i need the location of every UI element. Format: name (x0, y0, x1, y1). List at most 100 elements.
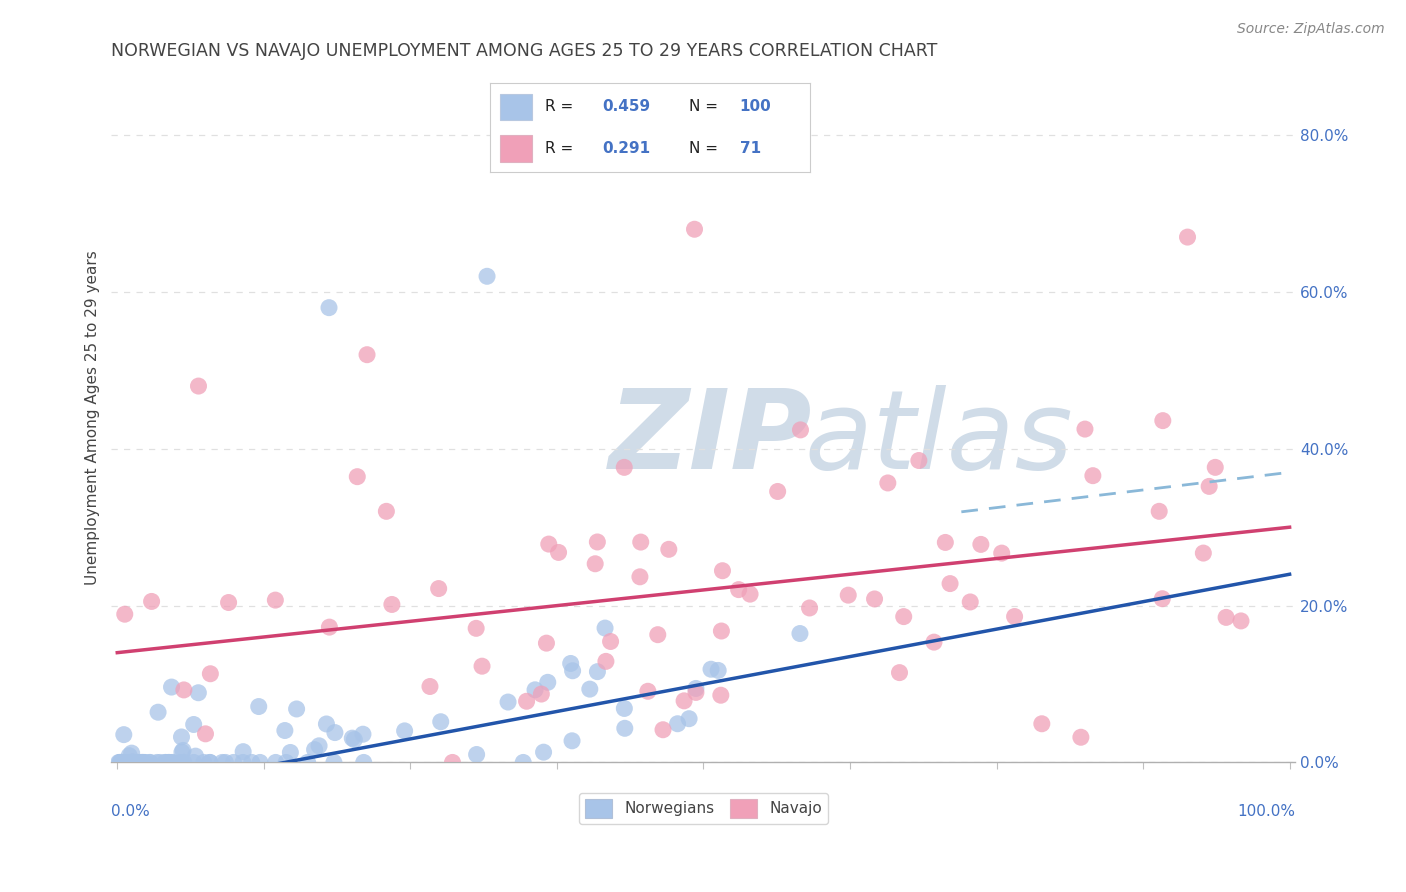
Point (1204, 460, 1226, 475)
Point (630, 535, 652, 549)
Point (837, 588, 859, 602)
Point (162, 756, 184, 770)
Point (121, 746, 143, 760)
Y-axis label: Unemployment Among Ages 25 to 29 years: Unemployment Among Ages 25 to 29 years (86, 250, 100, 585)
Point (1070, 731, 1092, 745)
Point (107, 756, 129, 770)
Point (710, 688, 733, 702)
Point (214, 756, 236, 770)
Point (990, 546, 1012, 560)
Point (131, 756, 153, 770)
Point (118, 748, 141, 763)
Point (304, 742, 326, 756)
Point (131, 756, 153, 770)
Point (394, 723, 416, 738)
Point (318, 620, 340, 634)
Text: atlas: atlas (804, 384, 1073, 491)
Point (799, 601, 821, 615)
Point (908, 453, 931, 467)
Point (496, 695, 519, 709)
Point (173, 756, 195, 770)
Point (789, 626, 811, 640)
Point (114, 756, 136, 770)
Point (134, 756, 156, 770)
Point (710, 624, 733, 638)
Point (512, 756, 534, 770)
Text: Source: ZipAtlas.com: Source: ZipAtlas.com (1237, 22, 1385, 37)
Point (297, 756, 319, 770)
Point (170, 745, 193, 759)
Point (170, 730, 193, 744)
Point (738, 587, 761, 601)
Point (198, 756, 221, 770)
Point (198, 756, 221, 770)
Point (465, 621, 488, 635)
Point (146, 756, 169, 770)
Point (356, 348, 378, 362)
Point (110, 756, 132, 770)
Point (183, 717, 205, 731)
Point (120, 756, 142, 770)
Point (155, 756, 177, 770)
Point (323, 756, 346, 770)
Point (318, 301, 340, 315)
Point (121, 756, 143, 770)
Point (934, 535, 956, 549)
Point (232, 745, 254, 759)
Point (1152, 414, 1174, 428)
Point (599, 634, 621, 648)
Point (138, 756, 160, 770)
Point (157, 756, 180, 770)
Point (922, 635, 945, 649)
Point (685, 685, 707, 699)
Point (711, 564, 734, 578)
Point (537, 675, 560, 690)
Point (666, 716, 689, 731)
Point (169, 756, 191, 770)
Point (194, 727, 217, 741)
Point (120, 756, 142, 770)
Point (114, 607, 136, 622)
Point (1004, 609, 1026, 624)
Point (160, 680, 183, 694)
Point (647, 628, 669, 642)
Point (427, 582, 450, 596)
Point (1031, 716, 1053, 731)
Point (115, 756, 138, 770)
Point (274, 756, 297, 770)
Point (685, 681, 707, 696)
Point (893, 609, 915, 624)
Point (240, 756, 263, 770)
Point (121, 756, 143, 770)
Point (346, 469, 368, 483)
Point (193, 756, 215, 770)
Point (200, 666, 222, 681)
Point (308, 739, 330, 753)
Point (155, 756, 177, 770)
Point (375, 504, 398, 518)
Point (139, 756, 162, 770)
Point (561, 734, 583, 748)
Point (876, 475, 898, 490)
Point (264, 593, 287, 607)
Point (560, 657, 582, 671)
Point (583, 557, 606, 571)
Point (285, 702, 308, 716)
Point (157, 756, 180, 770)
Point (111, 756, 134, 770)
Point (959, 595, 981, 609)
Point (658, 542, 681, 557)
Point (613, 721, 636, 735)
Point (117, 756, 139, 770)
Point (323, 725, 346, 739)
Text: NORWEGIAN VS NAVAJO UNEMPLOYMENT AMONG AGES 25 TO 29 YEARS CORRELATION CHART: NORWEGIAN VS NAVAJO UNEMPLOYMENT AMONG A… (111, 42, 938, 60)
Point (122, 756, 145, 770)
Point (132, 756, 155, 770)
Point (637, 684, 659, 698)
Point (247, 699, 270, 714)
Point (516, 694, 538, 708)
Point (419, 680, 441, 694)
Point (122, 756, 145, 770)
Point (678, 712, 700, 726)
Point (187, 379, 209, 393)
